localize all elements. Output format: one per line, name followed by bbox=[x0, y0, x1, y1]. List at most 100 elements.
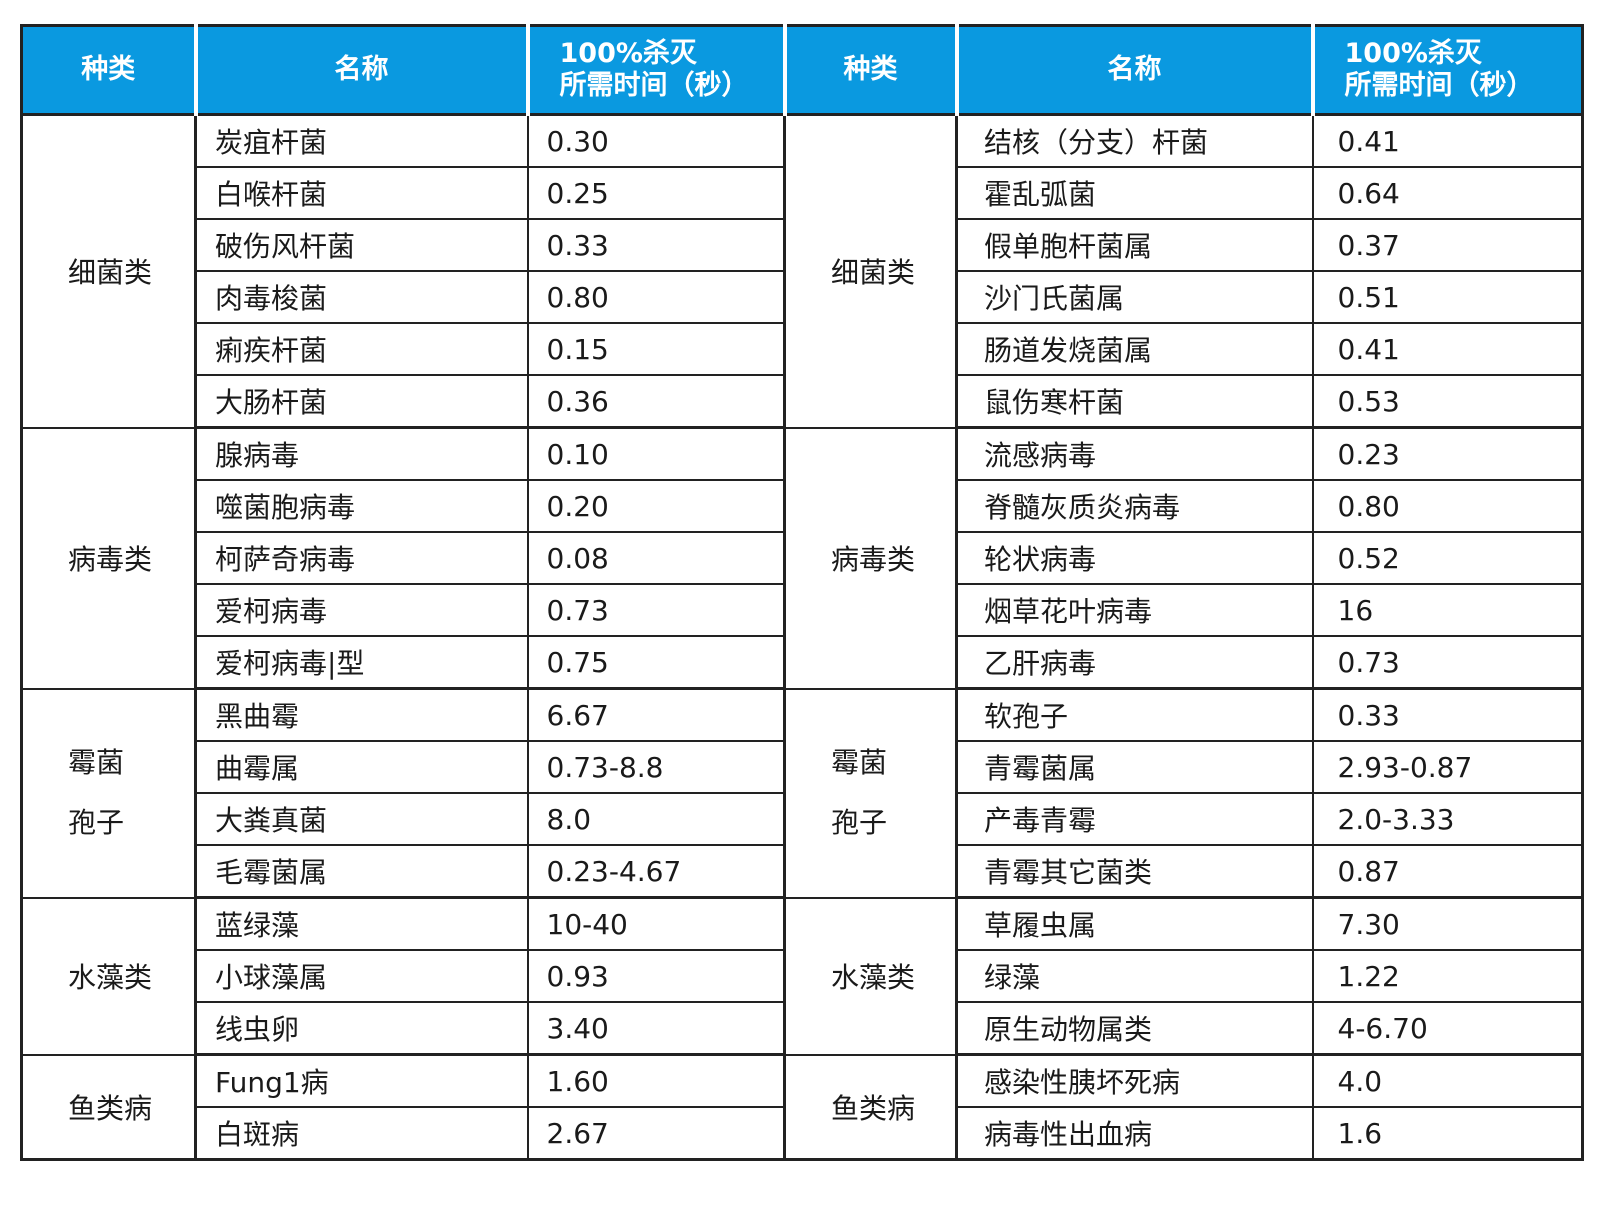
kill-time: 0.93 bbox=[526, 949, 786, 1003]
organism-name: 白喉杆菌 bbox=[194, 166, 529, 220]
table-row: 肉毒梭菌 0.80 沙门氏菌属 0.51 bbox=[22, 270, 1584, 324]
kill-time: 0.08 bbox=[526, 531, 786, 585]
header-name-right: 名称 bbox=[954, 25, 1315, 116]
organism-name: 肠道发烧菌属 bbox=[955, 322, 1314, 376]
kill-time: 0.73-8.8 bbox=[526, 740, 786, 794]
kill-time: 0.10 bbox=[526, 426, 786, 481]
header-row: 种类 名称 100%杀灭 所需时间（秒） 种类 名称 100%杀灭 所需时间（秒… bbox=[21, 25, 1583, 116]
table-row: 爱柯病毒|型 0.75 乙肝病毒 0.73 bbox=[22, 635, 1584, 690]
organism-name: 脊髓灰质炎病毒 bbox=[955, 479, 1314, 533]
kill-time: 2.67 bbox=[526, 1106, 786, 1161]
kill-time: 16 bbox=[1311, 583, 1584, 637]
category-line: 霉菌 bbox=[68, 746, 125, 779]
kill-time: 0.30 bbox=[526, 113, 786, 168]
organism-name: 毛霉菌属 bbox=[194, 844, 529, 899]
kill-time: 2.93-0.87 bbox=[1311, 740, 1584, 794]
organism-name: 小球藻属 bbox=[194, 949, 529, 1003]
kill-time: 1.22 bbox=[1311, 949, 1584, 1003]
kill-time: 1.60 bbox=[526, 1053, 786, 1108]
category-cell-left: 细菌类 bbox=[20, 113, 197, 429]
organism-name: 鼠伤寒杆菌 bbox=[955, 374, 1314, 429]
organism-name: 烟草花叶病毒 bbox=[955, 583, 1314, 637]
table-row: 大粪真菌 8.0 产毒青霉 2.0-3.33 bbox=[22, 792, 1584, 846]
kill-time: 0.53 bbox=[1311, 374, 1584, 429]
organism-name: 大肠杆菌 bbox=[194, 374, 529, 429]
organism-name: 软孢子 bbox=[955, 687, 1314, 742]
header-time-line1: 100%杀灭 bbox=[1344, 37, 1482, 69]
category-cell-left: 霉菌 孢子 bbox=[20, 687, 197, 899]
organism-name: 假单胞杆菌属 bbox=[955, 218, 1314, 272]
kill-time: 0.64 bbox=[1311, 166, 1584, 220]
organism-name: 蓝绿藻 bbox=[194, 896, 529, 951]
kill-time: 0.25 bbox=[526, 166, 786, 220]
category-cell-right: 病毒类 bbox=[783, 426, 958, 690]
organism-name: 原生动物属类 bbox=[955, 1001, 1314, 1056]
kill-time: 10-40 bbox=[526, 896, 786, 951]
organism-name: 病毒性出血病 bbox=[955, 1106, 1314, 1161]
kill-time: 6.67 bbox=[526, 687, 786, 742]
kill-time-table: 种类 名称 100%杀灭 所需时间（秒） 种类 名称 100%杀灭 所需时间（秒… bbox=[20, 24, 1584, 1161]
kill-time: 0.80 bbox=[1311, 479, 1584, 533]
organism-name: 柯萨奇病毒 bbox=[194, 531, 529, 585]
category-cell-right: 水藻类 bbox=[783, 896, 958, 1056]
table-row: 鱼类病 Fung1病 1.60 鱼类病 感染性胰坏死病 4.0 bbox=[20, 1053, 1584, 1161]
header-category-left: 种类 bbox=[21, 25, 198, 116]
table-row: 毛霉菌属 0.23-4.67 青霉其它菌类 0.87 bbox=[22, 844, 1584, 899]
organism-name: 爱柯病毒|型 bbox=[194, 635, 529, 690]
organism-name: 噬菌胞病毒 bbox=[194, 479, 529, 533]
table-row: 爱柯病毒 0.73 烟草花叶病毒 16 bbox=[22, 583, 1584, 637]
category-cell-right: 鱼类病 bbox=[783, 1053, 958, 1161]
kill-time: 0.41 bbox=[1311, 322, 1584, 376]
category-cell-left: 病毒类 bbox=[20, 426, 197, 690]
header-time-line2: 所需时间（秒） bbox=[559, 70, 749, 101]
kill-time: 2.0-3.33 bbox=[1311, 792, 1584, 846]
table-row: 白喉杆菌 0.25 霍乱弧菌 0.64 bbox=[22, 166, 1584, 220]
organism-name: 霍乱弧菌 bbox=[955, 166, 1314, 220]
kill-time: 0.37 bbox=[1311, 218, 1584, 272]
kill-time: 0.52 bbox=[1311, 531, 1584, 585]
category-cell-right: 细菌类 bbox=[783, 113, 958, 429]
kill-time: 0.15 bbox=[526, 322, 786, 376]
organism-name: 流感病毒 bbox=[955, 426, 1314, 481]
kill-time: 0.20 bbox=[526, 479, 786, 533]
category-line: 霉菌 bbox=[831, 746, 888, 779]
table-row: 破伤风杆菌 0.33 假单胞杆菌属 0.37 bbox=[22, 218, 1584, 272]
organism-name: 结核（分支）杆菌 bbox=[955, 113, 1314, 168]
organism-name: 爱柯病毒 bbox=[194, 583, 529, 637]
category-cell-right: 霉菌 孢子 bbox=[783, 687, 958, 899]
table-row: 痢疾杆菌 0.15 肠道发烧菌属 0.41 bbox=[22, 322, 1584, 376]
organism-name: 轮状病毒 bbox=[955, 531, 1314, 585]
organism-name: 痢疾杆菌 bbox=[194, 322, 529, 376]
table-row: 霉菌 孢子 黑曲霉 6.67 霉菌 孢子 软孢子 0.33 bbox=[20, 687, 1584, 899]
organism-name: Fung1病 bbox=[194, 1053, 529, 1108]
organism-name: 草履虫属 bbox=[955, 896, 1314, 951]
table-body: 细菌类 炭疽杆菌 0.30 细菌类 结核（分支）杆菌 0.41 白喉杆菌 0.2… bbox=[20, 113, 1584, 1161]
header-time-line2: 所需时间（秒） bbox=[1344, 70, 1534, 101]
uv-kill-time-sheet: 种类 名称 100%杀灭 所需时间（秒） 种类 名称 100%杀灭 所需时间（秒… bbox=[20, 24, 1584, 1161]
table-row: 病毒类 腺病毒 0.10 病毒类 流感病毒 0.23 bbox=[20, 426, 1584, 690]
table-row: 白斑病 2.67 病毒性出血病 1.6 bbox=[22, 1106, 1584, 1161]
kill-time: 0.23 bbox=[1311, 426, 1584, 481]
kill-time: 4-6.70 bbox=[1311, 1001, 1584, 1056]
organism-name: 青霉菌属 bbox=[955, 740, 1314, 794]
kill-time: 0.75 bbox=[526, 635, 786, 690]
organism-name: 黑曲霉 bbox=[194, 687, 529, 742]
table-row: 柯萨奇病毒 0.08 轮状病毒 0.52 bbox=[22, 531, 1584, 585]
organism-name: 炭疽杆菌 bbox=[194, 113, 529, 168]
kill-time: 0.36 bbox=[526, 374, 786, 429]
table-row: 大肠杆菌 0.36 鼠伤寒杆菌 0.53 bbox=[22, 374, 1584, 429]
category-cell-left: 鱼类病 bbox=[20, 1053, 197, 1161]
header-time-right: 100%杀灭 所需时间（秒） bbox=[1310, 25, 1583, 116]
kill-time: 0.51 bbox=[1311, 270, 1584, 324]
organism-name: 乙肝病毒 bbox=[955, 635, 1314, 690]
category-cell-left: 水藻类 bbox=[20, 896, 197, 1056]
kill-time: 7.30 bbox=[1311, 896, 1584, 951]
kill-time: 3.40 bbox=[526, 1001, 786, 1056]
organism-name: 绿藻 bbox=[955, 949, 1314, 1003]
category-line: 孢子 bbox=[68, 806, 125, 839]
kill-time: 0.87 bbox=[1311, 844, 1584, 899]
organism-name: 线虫卵 bbox=[194, 1001, 529, 1056]
organism-name: 曲霉属 bbox=[194, 740, 529, 794]
organism-name: 产毒青霉 bbox=[955, 792, 1314, 846]
kill-time: 8.0 bbox=[526, 792, 786, 846]
